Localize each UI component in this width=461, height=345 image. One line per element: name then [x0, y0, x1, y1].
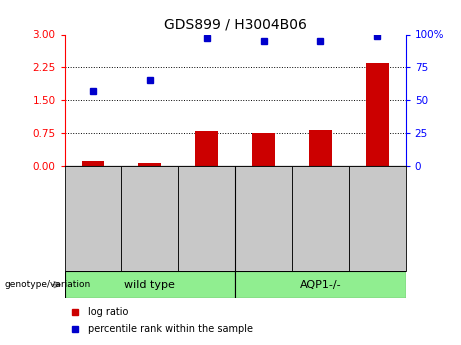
Bar	[292, 166, 349, 271]
Text: percentile rank within the sample: percentile rank within the sample	[89, 325, 254, 334]
Text: AQP1-/-: AQP1-/-	[300, 280, 341, 289]
Bar	[195, 131, 218, 166]
Bar	[366, 63, 389, 166]
Bar	[178, 166, 235, 271]
Bar	[138, 162, 161, 166]
Bar	[235, 271, 406, 298]
Bar	[235, 166, 292, 271]
Bar	[65, 271, 235, 298]
Title: GDS899 / H3004B06: GDS899 / H3004B06	[164, 18, 307, 32]
Bar	[309, 130, 332, 166]
Bar	[252, 133, 275, 166]
Text: log ratio: log ratio	[89, 307, 129, 317]
Text: genotype/variation: genotype/variation	[5, 280, 91, 289]
Bar	[82, 161, 104, 166]
Bar	[121, 166, 178, 271]
Bar	[65, 166, 121, 271]
Bar	[349, 166, 406, 271]
Text: wild type: wild type	[124, 280, 175, 289]
